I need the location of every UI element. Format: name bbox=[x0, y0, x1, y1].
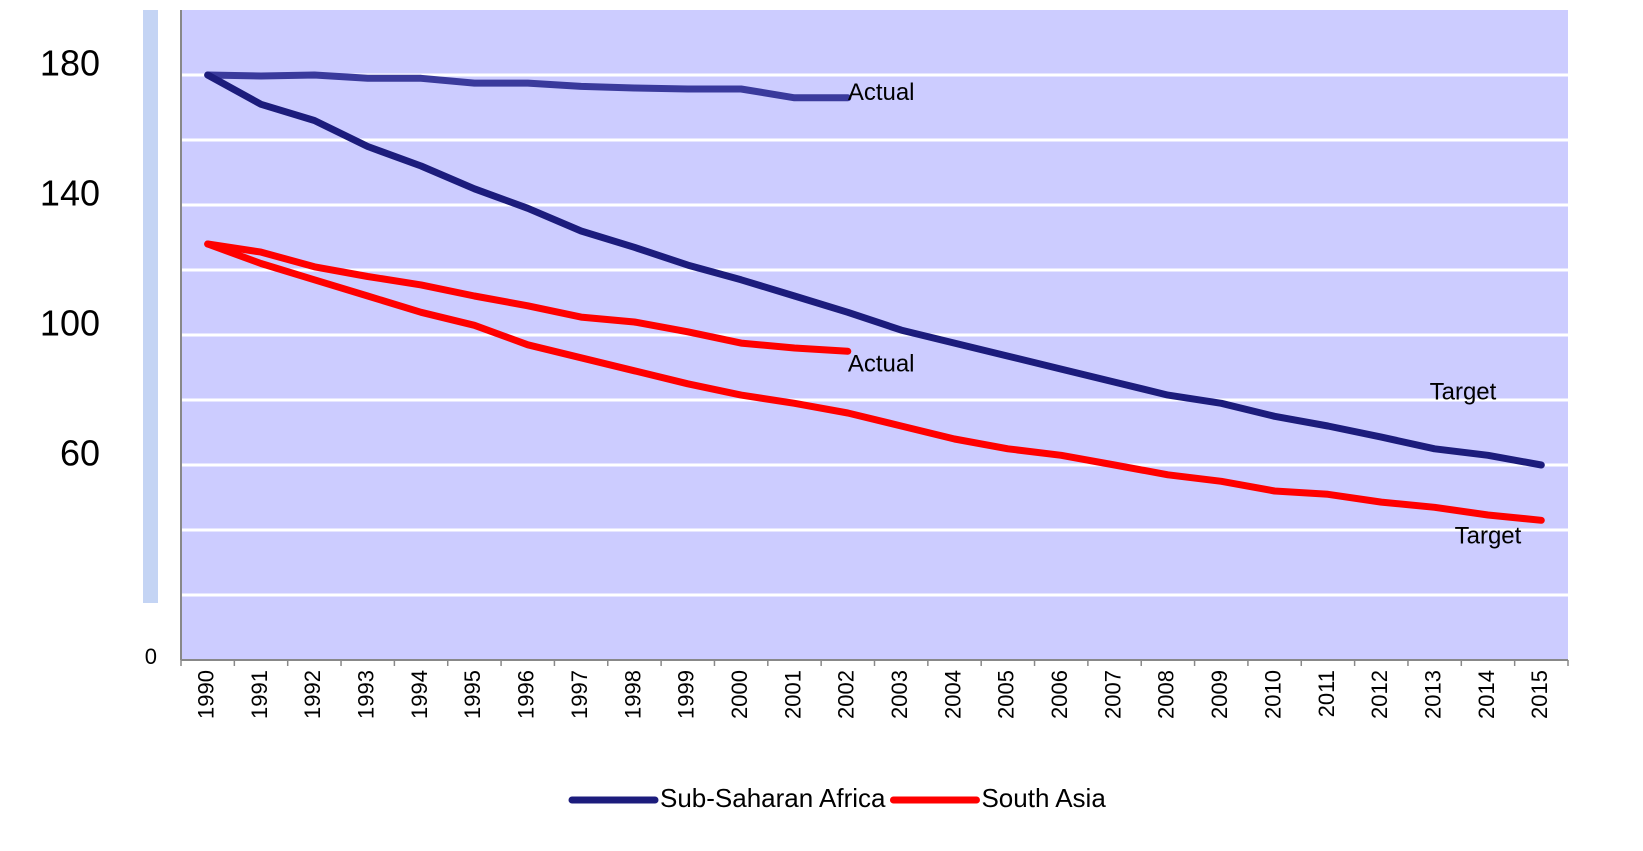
legend-label: South Asia bbox=[981, 783, 1106, 813]
actual-line bbox=[204, 240, 852, 355]
x-tick-label: 2007 bbox=[1100, 670, 1125, 719]
x-tick-label: 2001 bbox=[780, 670, 805, 719]
x-tick-label: 2000 bbox=[727, 670, 752, 719]
x-tick-label: 2011 bbox=[1314, 670, 1339, 717]
y-tick-label: 100 bbox=[40, 303, 100, 344]
x-tick-label: 1992 bbox=[300, 670, 325, 719]
y-tick-label: 180 bbox=[40, 43, 100, 84]
actual-line bbox=[204, 71, 852, 102]
x-tick-label: 2013 bbox=[1420, 670, 1445, 719]
x-tick-label: 1996 bbox=[514, 670, 539, 719]
x-tick-label: 1995 bbox=[460, 670, 485, 719]
x-tick-label: 2005 bbox=[994, 670, 1019, 719]
x-tick-label: 2009 bbox=[1207, 670, 1232, 719]
x-tick-label: 2003 bbox=[887, 670, 912, 719]
x-tick-label: 2004 bbox=[940, 670, 965, 719]
annotation: Actual bbox=[848, 351, 915, 378]
x-tick-label: 2015 bbox=[1527, 670, 1552, 719]
x-tick-label: 2012 bbox=[1367, 670, 1392, 719]
x-tick-label: 1999 bbox=[674, 670, 699, 719]
side-bar bbox=[143, 10, 158, 603]
x-tick-label: 1993 bbox=[354, 670, 379, 719]
x-tick-label: 1994 bbox=[407, 670, 432, 719]
y-tick-label: 0 bbox=[145, 644, 157, 669]
target-line bbox=[204, 71, 1545, 469]
x-tick-label: 1997 bbox=[567, 670, 592, 719]
x-tick-label: 1998 bbox=[620, 670, 645, 719]
x-tick-label: 1991 bbox=[247, 670, 272, 719]
x-tick-label: 2002 bbox=[834, 670, 859, 719]
x-tick-label: 1990 bbox=[193, 670, 218, 719]
x-tick-label: 2010 bbox=[1260, 670, 1285, 719]
annotation: Actual bbox=[848, 79, 915, 106]
target-line bbox=[204, 240, 1545, 524]
x-tick-label: 2014 bbox=[1474, 670, 1499, 719]
annotation: Target bbox=[1430, 378, 1497, 405]
annotation: Target bbox=[1455, 523, 1522, 550]
x-tick-label: 2008 bbox=[1154, 670, 1179, 719]
y-tick-label: 60 bbox=[60, 433, 100, 474]
legend-label: Sub-Saharan Africa bbox=[660, 783, 886, 813]
x-tick-label: 2006 bbox=[1047, 670, 1072, 719]
y-tick-label: 140 bbox=[40, 173, 100, 214]
